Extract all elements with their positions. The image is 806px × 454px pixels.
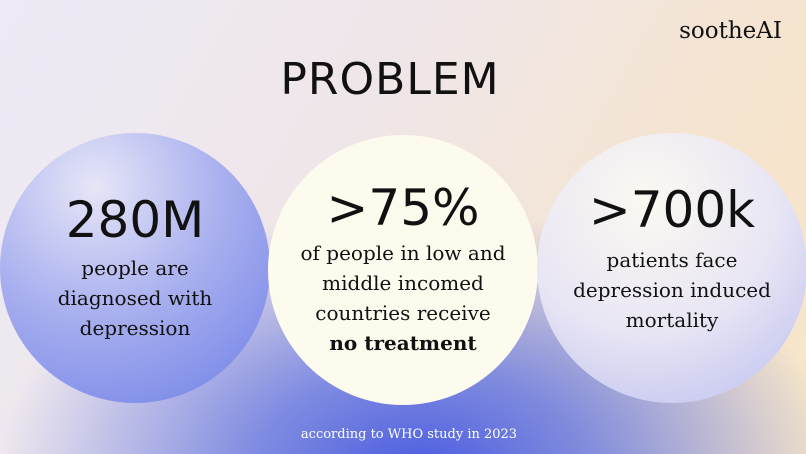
stat-description: of people in low and middle incomed coun… — [268, 238, 538, 358]
stat-circle: 280M people are diagnosed with depressio… — [0, 133, 270, 403]
desc-line: middle incomed — [322, 271, 484, 295]
desc-emphasis: no treatment — [329, 331, 477, 355]
stat-description: patients face depression induced mortali… — [537, 245, 806, 335]
desc-line: diagnosed with — [57, 286, 213, 310]
stat-figure: 280M — [65, 191, 205, 249]
desc-line: people are — [81, 256, 189, 280]
stat-figure: >700k — [588, 181, 756, 239]
stat-description: people are diagnosed with depression — [0, 253, 270, 343]
stat-circle: >75% of people in low and middle incomed… — [268, 135, 538, 405]
desc-line: depression — [79, 316, 191, 340]
stat-circle: >700k patients face depression induced m… — [537, 133, 806, 403]
desc-line: countries receive — [315, 301, 491, 325]
brand-logo: sootheAI — [679, 18, 782, 44]
desc-line: patients face — [606, 248, 738, 272]
desc-line: depression induced — [573, 278, 771, 302]
source-note: according to WHO study in 2023 — [300, 427, 518, 442]
desc-line: mortality — [625, 308, 719, 332]
desc-line: of people in low and — [300, 241, 506, 265]
stat-figure: >75% — [326, 179, 480, 237]
slide-title: PROBLEM — [280, 54, 500, 105]
